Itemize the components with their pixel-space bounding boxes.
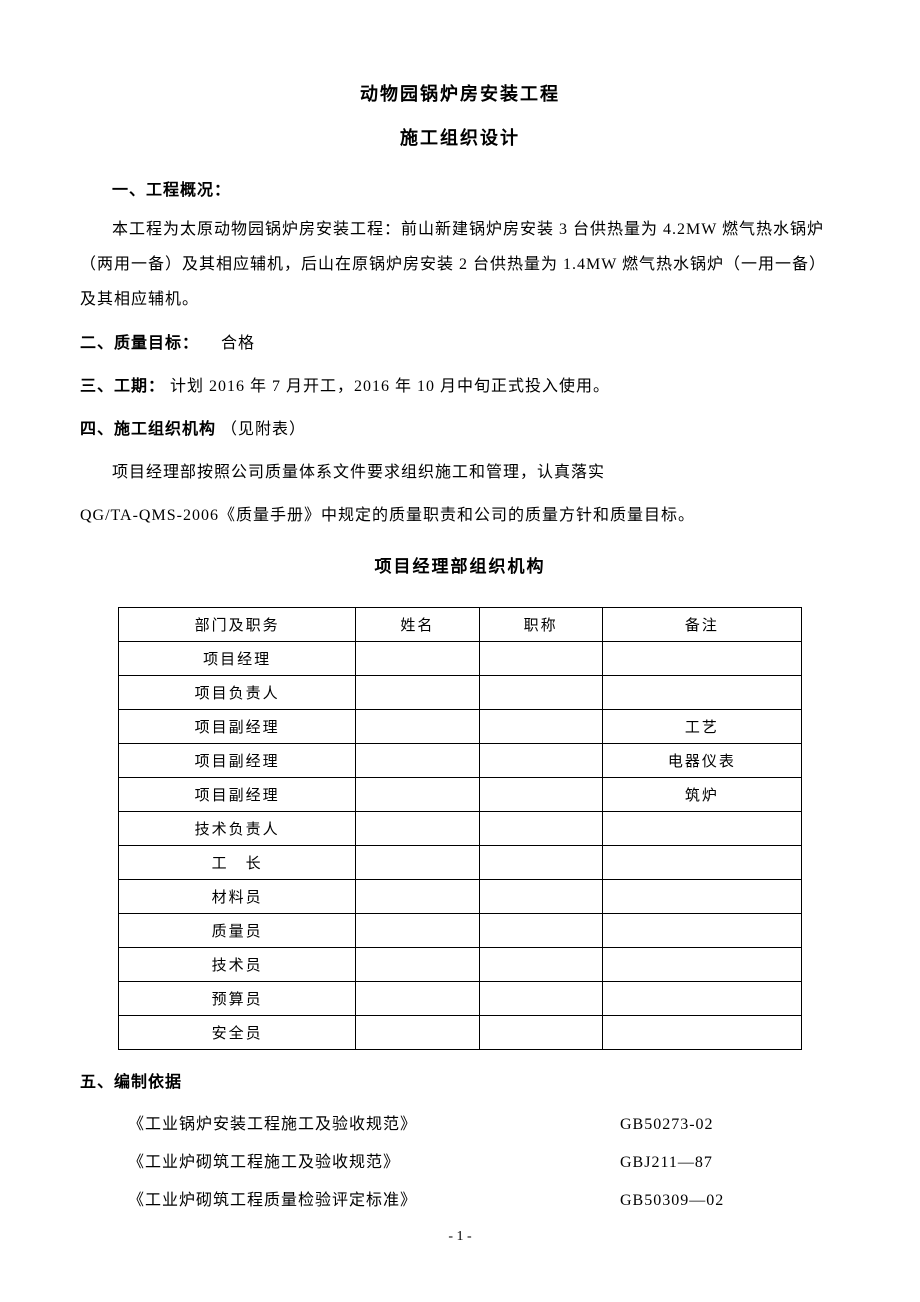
- standard-code: GBJ211—87: [620, 1144, 780, 1182]
- table-row: 项目副经理 筑炉: [119, 777, 802, 811]
- table-cell: [356, 675, 479, 709]
- table-cell: 项目负责人: [119, 675, 356, 709]
- table-row: 技术员: [119, 947, 802, 981]
- table-cell: [479, 1015, 602, 1049]
- table-cell: [602, 641, 801, 675]
- table-cell: 技术负责人: [119, 811, 356, 845]
- table-cell: [602, 879, 801, 913]
- table-cell: [356, 1015, 479, 1049]
- standards-list: 《工业锅炉安装工程施工及验收规范》GB50273-02《工业炉砌筑工程施工及验收…: [80, 1106, 840, 1221]
- table-cell: [479, 913, 602, 947]
- table-row: 预算员: [119, 981, 802, 1015]
- standard-row: 《工业锅炉安装工程施工及验收规范》GB50273-02: [80, 1106, 840, 1144]
- table-cell: 项目副经理: [119, 777, 356, 811]
- section-4-heading: 四、施工组织机构 （见附表）: [80, 412, 840, 447]
- section-1-body: 本工程为太原动物园锅炉房安装工程：前山新建锅炉房安装 3 台供热量为 4.2MW…: [80, 212, 840, 318]
- table-cell: [602, 845, 801, 879]
- standard-code: GB50273-02: [620, 1106, 780, 1144]
- col-remark: 备注: [602, 607, 801, 641]
- org-table: 部门及职务 姓名 职称 备注 项目经理项目负责人项目副经理工艺项目副经理电器仪表…: [118, 607, 802, 1050]
- table-cell: [479, 743, 602, 777]
- table-cell: 项目副经理: [119, 709, 356, 743]
- table-cell: [479, 777, 602, 811]
- table-row: 技术负责人: [119, 811, 802, 845]
- table-row: 材料员: [119, 879, 802, 913]
- table-cell: 项目副经理: [119, 743, 356, 777]
- col-department: 部门及职务: [119, 607, 356, 641]
- table-cell: [356, 913, 479, 947]
- table-cell: [602, 981, 801, 1015]
- table-cell: [356, 777, 479, 811]
- table-cell: 工 长: [119, 845, 356, 879]
- table-cell: 项目经理: [119, 641, 356, 675]
- table-cell: [356, 743, 479, 777]
- table-row: 项目负责人: [119, 675, 802, 709]
- section-3-label: 三、工期：: [80, 378, 165, 395]
- page-number: - 1 -: [80, 1229, 840, 1245]
- table-cell: [479, 811, 602, 845]
- table-cell: [479, 709, 602, 743]
- standard-row: 《工业炉砌筑工程质量检验评定标准》GB50309—02: [80, 1182, 840, 1220]
- table-header-row: 部门及职务 姓名 职称 备注: [119, 607, 802, 641]
- table-cell: 电器仪表: [602, 743, 801, 777]
- table-cell: [479, 845, 602, 879]
- document-subtitle: 施工组织设计: [80, 124, 840, 150]
- standard-name: 《工业炉砌筑工程质量检验评定标准》: [128, 1182, 620, 1220]
- table-cell: 工艺: [602, 709, 801, 743]
- table-cell: [356, 811, 479, 845]
- table-row: 项目副经理 电器仪表: [119, 743, 802, 777]
- table-cell: [356, 879, 479, 913]
- table-cell: [602, 675, 801, 709]
- table-row: 质量员: [119, 913, 802, 947]
- table-cell: [356, 981, 479, 1015]
- section-4-label: 四、施工组织机构: [80, 421, 216, 438]
- table-cell: 质量员: [119, 913, 356, 947]
- section-3: 三、工期： 计划 2016 年 7 月开工，2016 年 10 月中旬正式投入使…: [80, 369, 840, 404]
- section-1-heading: 一、工程概况：: [80, 176, 840, 200]
- table-cell: [479, 981, 602, 1015]
- table-cell: 材料员: [119, 879, 356, 913]
- table-cell: [479, 879, 602, 913]
- table-cell: [479, 947, 602, 981]
- table-cell: [602, 1015, 801, 1049]
- table-cell: [479, 675, 602, 709]
- table-cell: 技术员: [119, 947, 356, 981]
- section-3-value: 计划 2016 年 7 月开工，2016 年 10 月中旬正式投入使用。: [170, 378, 610, 395]
- table-cell: [479, 641, 602, 675]
- table-cell: [356, 845, 479, 879]
- table-row: 项目经理: [119, 641, 802, 675]
- table-row: 工 长: [119, 845, 802, 879]
- section-2-label: 二、质量目标：: [80, 335, 199, 352]
- table-cell: [602, 811, 801, 845]
- table-cell: [356, 709, 479, 743]
- section-2: 二、质量目标： 合格: [80, 326, 840, 361]
- table-row: 安全员: [119, 1015, 802, 1049]
- table-cell: [356, 641, 479, 675]
- section-4-suffix: （见附表）: [221, 421, 306, 438]
- standard-code: GB50309—02: [620, 1182, 780, 1220]
- table-cell: [356, 947, 479, 981]
- standard-name: 《工业锅炉安装工程施工及验收规范》: [128, 1106, 620, 1144]
- section-2-value: 合格: [204, 335, 255, 352]
- table-cell: 筑炉: [602, 777, 801, 811]
- standard-row: 《工业炉砌筑工程施工及验收规范》GBJ211—87: [80, 1144, 840, 1182]
- section-4-body-2: QG/TA-QMS-2006《质量手册》中规定的质量职责和公司的质量方针和质量目…: [80, 498, 840, 533]
- table-cell: [602, 913, 801, 947]
- org-table-title: 项目经理部组织机构: [80, 552, 840, 577]
- document-title: 动物园锅炉房安装工程: [80, 80, 840, 106]
- col-name: 姓名: [356, 607, 479, 641]
- col-title: 职称: [479, 607, 602, 641]
- table-cell: 安全员: [119, 1015, 356, 1049]
- table-row: 项目副经理 工艺: [119, 709, 802, 743]
- section-4-body-1: 项目经理部按照公司质量体系文件要求组织施工和管理，认真落实: [80, 455, 840, 490]
- table-cell: [602, 947, 801, 981]
- table-cell: 预算员: [119, 981, 356, 1015]
- standard-name: 《工业炉砌筑工程施工及验收规范》: [128, 1144, 620, 1182]
- section-5-heading: 五、编制依据: [80, 1068, 840, 1092]
